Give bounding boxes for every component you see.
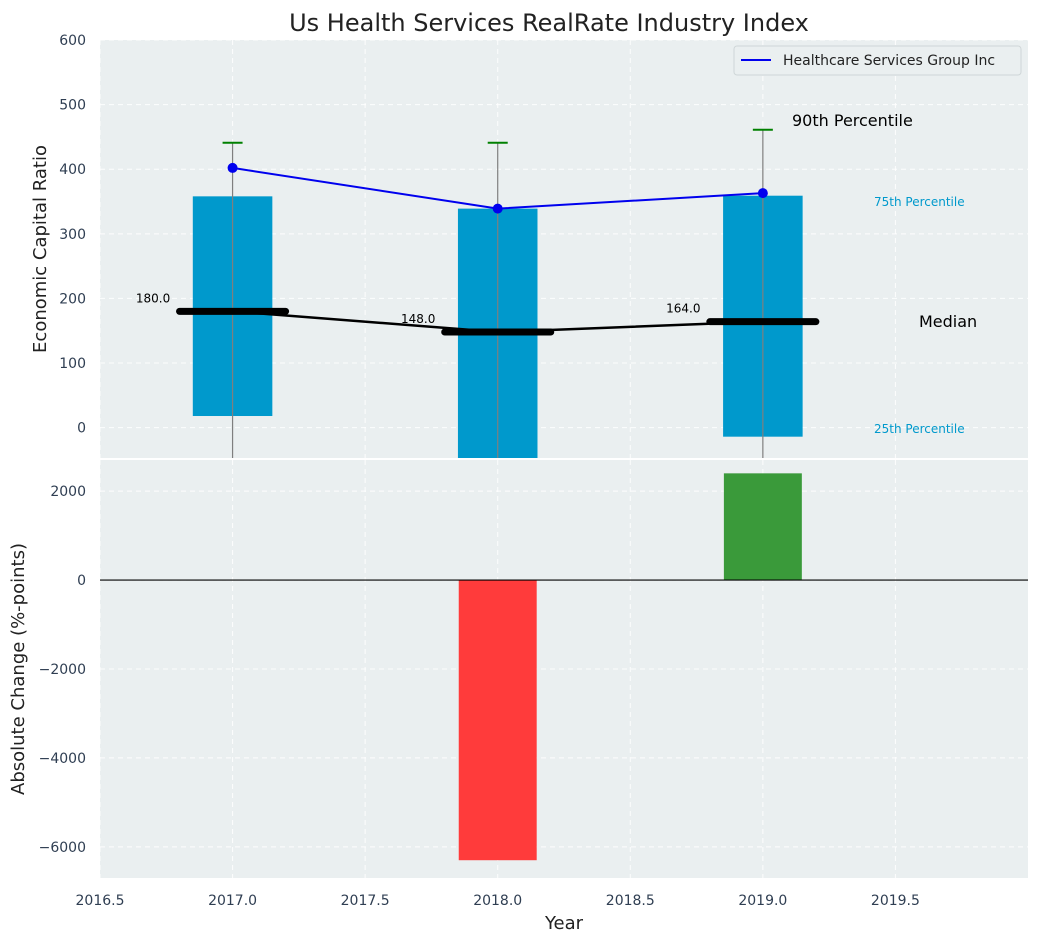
- x-tick-label: 2017.0: [208, 893, 257, 909]
- top-y-tick-label: 500: [59, 98, 86, 114]
- change-bar: [723, 473, 802, 581]
- top-y-tick-label: 600: [59, 33, 86, 49]
- median-value-label: 148.0: [401, 312, 435, 326]
- top-y-tick-label: 300: [59, 227, 86, 243]
- median-value-label: 180.0: [136, 291, 170, 305]
- x-tick-label: 2016.5: [76, 893, 125, 909]
- x-tick-label: 2019.5: [871, 893, 920, 909]
- bottom-y-tick-label: −6000: [39, 840, 86, 856]
- annotation-90th-percentile: 90th Percentile: [792, 111, 913, 130]
- x-tick-label: 2017.5: [341, 893, 390, 909]
- x-tick-label: 2018.5: [606, 893, 655, 909]
- top-annotations: 90th Percentile 75th Percentile Median 2…: [792, 111, 977, 436]
- annotation-median: Median: [919, 312, 977, 331]
- x-tick-label: 2019.0: [738, 893, 787, 909]
- company-point: [492, 203, 503, 214]
- bottom-chart-marks: [100, 473, 1028, 861]
- legend-box: [733, 45, 1022, 76]
- x-tick-label: 2018.0: [473, 893, 522, 909]
- change-bar: [458, 580, 537, 861]
- top-y-tick-label: 0: [77, 421, 86, 437]
- company-point: [227, 162, 238, 173]
- axis-ticks: 2016.5 2017.0 2017.5 2018.0 2018.5 2019.0 2019…: [39, 33, 920, 909]
- x-axis-label: Year: [544, 913, 584, 934]
- median-value-label: 164.0: [666, 302, 700, 316]
- company-point: [757, 188, 768, 199]
- legend-entry-company: Healthcare Services Group Inc: [783, 53, 995, 69]
- bottom-y-tick-label: −2000: [39, 662, 86, 678]
- chart-title: Us Health Services RealRate Industry Ind…: [289, 9, 809, 37]
- annotation-25th-percentile: 25th Percentile: [874, 422, 965, 436]
- bottom-y-tick-label: 0: [77, 573, 86, 589]
- top-chart-marks: 180.0 148.0 164.0: [136, 128, 820, 458]
- legend: Healthcare Services Group Inc: [733, 45, 1022, 76]
- bottom-y-tick-label: 2000: [50, 484, 86, 500]
- annotation-75th-percentile: 75th Percentile: [874, 195, 965, 209]
- bottom-y-axis-label: Absolute Change (%-points): [8, 543, 29, 795]
- top-y-tick-label: 200: [59, 291, 86, 307]
- top-y-tick-label: 100: [59, 356, 86, 372]
- top-y-axis-label: Economic Capital Ratio: [30, 145, 51, 353]
- top-y-tick-label: 400: [59, 162, 86, 178]
- bottom-y-tick-label: −4000: [39, 751, 86, 767]
